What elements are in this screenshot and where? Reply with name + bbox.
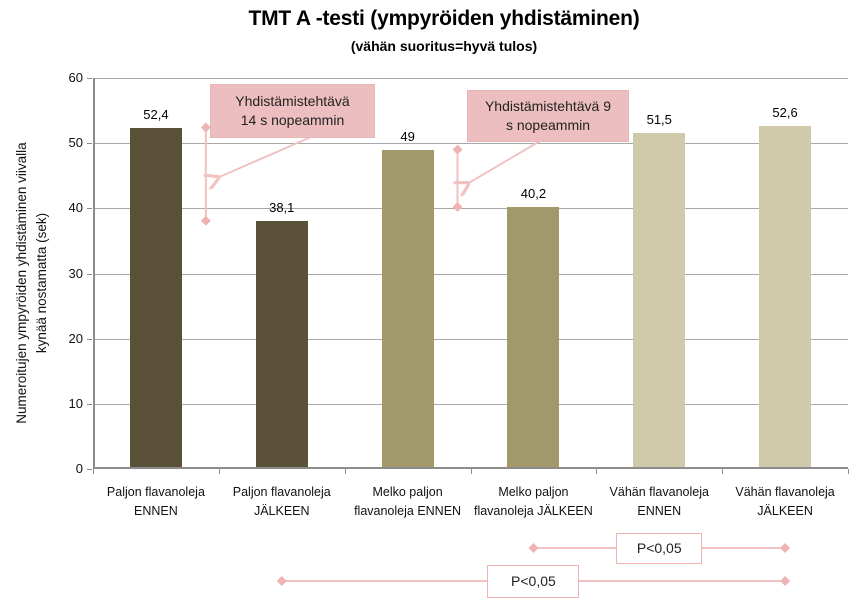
callout-text-line: 14 s nopeammin [240, 112, 345, 128]
x-axis-category-label: Paljon flavanoleja JÄLKEEN [218, 483, 346, 521]
y-axis-title: Numeroitujen ympyröiden yhdistäminen vii… [12, 73, 52, 493]
significance-bracket-label: P<0,05 [487, 564, 580, 598]
x-axis-category-label: Vähän flavanoleja ENNEN [595, 483, 723, 521]
x-axis-tick-mark [218, 469, 220, 474]
y-axis-tick-mark [87, 338, 92, 340]
plot-area [93, 78, 848, 469]
diamond-marker [780, 576, 791, 586]
gridline [95, 208, 848, 210]
bar-value-label: 52,6 [772, 105, 798, 121]
callout-text-line: Yhdistämistehtävä 9 [484, 98, 612, 115]
x-axis-category-label-line: flavanoleja ENNEN [354, 503, 462, 518]
x-axis-category-label-line: Paljon flavanoleja [106, 485, 205, 499]
y-axis-tick-label: 60 [68, 70, 83, 85]
gridline [95, 143, 848, 145]
bar-value-label: 40,2 [520, 186, 547, 202]
y-axis-tick-label: 40 [68, 200, 83, 216]
y-axis-tick-mark [87, 78, 92, 79]
bar-value-label: 52,4 [143, 106, 169, 122]
y-axis-title-line1: Numeroitujen ympyröiden yhdistäminen vii… [14, 142, 29, 424]
bar-value-label: 51,5 [646, 112, 672, 128]
y-axis-tick-label: 50 [68, 135, 83, 151]
x-axis-category-label-line: JÄLKEEN [757, 503, 813, 518]
significance-bracket-label: P<0,05 [616, 532, 703, 564]
bar [507, 207, 560, 467]
x-axis-tick-mark [344, 469, 346, 474]
x-axis-category-label-line: ENNEN [637, 503, 682, 518]
gridline [95, 78, 848, 79]
x-axis-category-label: Vähän flavanoleja JÄLKEEN [721, 483, 849, 521]
bar-value-label: 49 [400, 128, 415, 144]
y-axis-tick-mark [87, 403, 92, 405]
bar [759, 126, 812, 467]
x-axis-category-label: Melko paljon flavanoleja JÄLKEEN [469, 483, 597, 521]
y-axis-tick-label: 20 [68, 330, 83, 346]
y-axis-tick-mark [87, 208, 92, 210]
y-axis-tick-label: 10 [68, 395, 83, 411]
bar [633, 133, 686, 467]
x-axis-category-label-line: Vähän flavanoleja [609, 485, 709, 499]
bar [129, 127, 182, 467]
x-axis-category-label-line: flavanoleja JÄLKEEN [473, 503, 593, 518]
x-axis-category-label: Melko paljon flavanoleja ENNEN [344, 483, 472, 521]
gridline [95, 403, 848, 405]
y-axis-tick-mark [87, 273, 92, 275]
bar [255, 220, 308, 467]
x-axis-category-label-line: Vähän flavanoleja [735, 485, 835, 499]
chart-subtitle: (vähän suoritus=hyvä tulos) [350, 38, 538, 54]
diamond-marker [528, 543, 539, 553]
x-axis-category-label-line: Melko paljon [498, 485, 569, 499]
gridline [95, 338, 848, 340]
diamond-marker [780, 543, 791, 553]
callout-text-line: Yhdistämistehtävä [235, 93, 350, 110]
callout-box: Yhdistämistehtävä 14 s nopeammin [210, 84, 375, 138]
x-axis-tick-mark [722, 469, 724, 474]
bar-value-label: 38,1 [269, 199, 295, 215]
x-axis-category-label-line: JÄLKEEN [253, 503, 310, 518]
x-axis-category-label-line: ENNEN [134, 503, 178, 518]
x-axis-category-label-line: Melko paljon [372, 485, 443, 499]
x-axis-tick-mark [470, 469, 472, 474]
x-axis-category-label-line: Paljon flavanoleja [232, 485, 331, 499]
y-axis-tick-mark [87, 143, 92, 145]
x-axis-tick-mark [848, 469, 849, 474]
y-axis-tick-label: 30 [68, 265, 83, 281]
y-axis-tick-mark [87, 469, 92, 470]
y-axis-title-line2: kynää nostamatta (sek) [34, 212, 50, 354]
callout-text-line: s nopeammin [505, 117, 591, 133]
gridline [95, 273, 848, 275]
bar [381, 149, 434, 467]
x-axis-tick-mark [93, 469, 94, 474]
chart-title: TMT A -testi (ympyröiden yhdistäminen) [248, 7, 640, 30]
x-axis-category-label: Paljon flavanoleja ENNEN [92, 483, 220, 521]
y-axis-tick-label: 0 [75, 461, 83, 476]
callout-box: Yhdistämistehtävä 9 s nopeammin [467, 90, 629, 142]
diamond-marker [276, 576, 287, 586]
x-axis-tick-mark [596, 469, 598, 474]
